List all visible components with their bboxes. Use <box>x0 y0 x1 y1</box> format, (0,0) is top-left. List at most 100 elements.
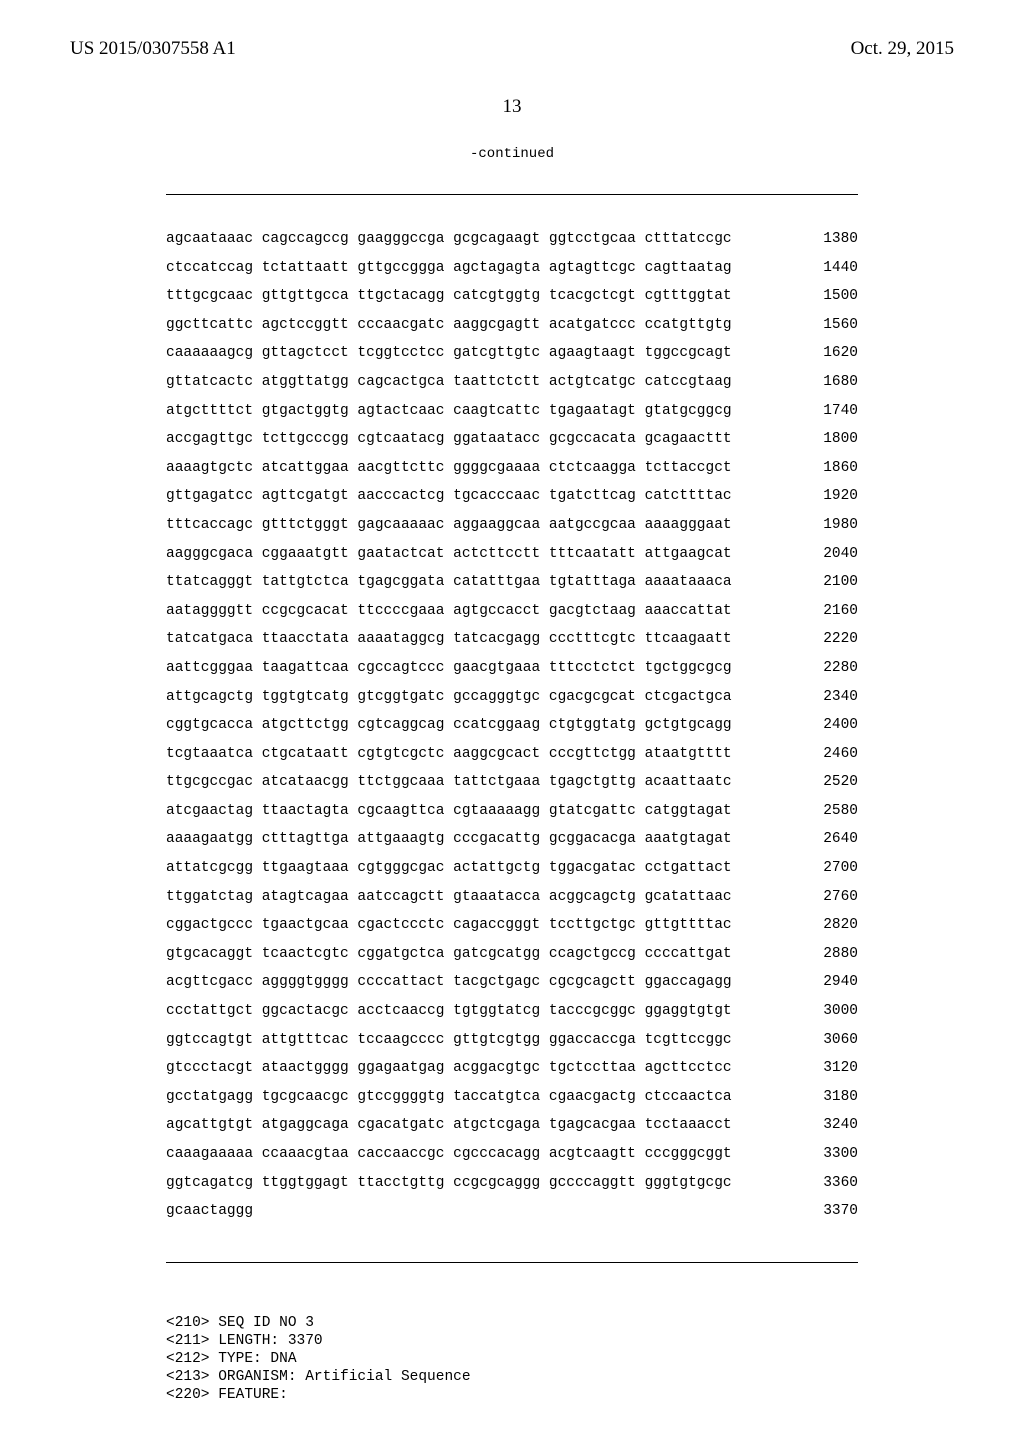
sequence-row: ggcttcattc agctccggtt cccaacgatc aaggcga… <box>166 318 858 333</box>
sequence-row: ttatcagggt tattgtctca tgagcggata catattt… <box>166 575 858 590</box>
sequence-position: 1680 <box>823 375 858 390</box>
sequence-row: agcattgtgt atgaggcaga cgacatgatc atgctcg… <box>166 1118 858 1133</box>
sequence-row: atgcttttct gtgactggtg agtactcaac caagtca… <box>166 404 858 419</box>
sequence-position: 2280 <box>823 661 858 676</box>
sequence-row: ccctattgct ggcactacgc acctcaaccg tgtggta… <box>166 1004 858 1019</box>
sequence-text: attgcagctg tggtgtcatg gtcggtgatc gccaggg… <box>166 690 732 705</box>
sequence-text: aattcgggaa taagattcaa cgccagtccc gaacgtg… <box>166 661 732 676</box>
sequence-text: atcgaactag ttaactagta cgcaagttca cgtaaaa… <box>166 804 732 819</box>
sequence-position: 2580 <box>823 804 858 819</box>
sequence-position: 3180 <box>823 1090 858 1105</box>
sequence-position: 1560 <box>823 318 858 333</box>
sequence-position: 1500 <box>823 289 858 304</box>
sequence-text: gcctatgagg tgcgcaacgc gtccggggtg taccatg… <box>166 1090 732 1105</box>
sequence-text: ccctattgct ggcactacgc acctcaaccg tgtggta… <box>166 1004 732 1019</box>
sequence-text: caaagaaaaa ccaaacgtaa caccaaccgc cgcccac… <box>166 1147 732 1162</box>
sequence-row: gttgagatcc agttcgatgt aacccactcg tgcaccc… <box>166 489 858 504</box>
sequence-text: ttggatctag atagtcagaa aatccagctt gtaaata… <box>166 890 732 905</box>
sequence-position: 1620 <box>823 346 858 361</box>
sequence-text: gttatcactc atggttatgg cagcactgca taattct… <box>166 375 732 390</box>
sequence-position: 1860 <box>823 461 858 476</box>
rule-bottom <box>166 1262 858 1263</box>
sequence-row: ggtcagatcg ttggtggagt ttacctgttg ccgcgca… <box>166 1176 858 1191</box>
sequence-position: 1920 <box>823 489 858 504</box>
sequence-position: 2160 <box>823 604 858 619</box>
sequence-row: caaagaaaaa ccaaacgtaa caccaaccgc cgcccac… <box>166 1147 858 1162</box>
sequence-listing: agcaataaac cagccagccg gaagggccga gcgcaga… <box>166 165 858 1433</box>
sequence-position: 3300 <box>823 1147 858 1162</box>
sequence-position: 2400 <box>823 718 858 733</box>
sequence-text: tcgtaaatca ctgcataatt cgtgtcgctc aaggcgc… <box>166 747 732 762</box>
sequence-text: ggtcagatcg ttggtggagt ttacctgttg ccgcgca… <box>166 1176 732 1191</box>
sequence-row: acgttcgacc aggggtgggg ccccattact tacgctg… <box>166 975 858 990</box>
publication-date: Oct. 29, 2015 <box>851 38 954 60</box>
sequence-position: 3000 <box>823 1004 858 1019</box>
continued-label: -continued <box>0 146 1024 162</box>
sequence-row: gtccctacgt ataactgggg ggagaatgag acggacg… <box>166 1061 858 1076</box>
sequence-text: gtgcacaggt tcaactcgtc cggatgctca gatcgca… <box>166 947 732 962</box>
sequence-text: agcattgtgt atgaggcaga cgacatgatc atgctcg… <box>166 1118 732 1133</box>
sequence-row: accgagttgc tcttgcccgg cgtcaatacg ggataat… <box>166 432 858 447</box>
sequence-text: tatcatgaca ttaacctata aaaataggcg tatcacg… <box>166 632 732 647</box>
sequence-text: atgcttttct gtgactggtg agtactcaac caagtca… <box>166 404 732 419</box>
sequence-row: ttgcgccgac atcataacgg ttctggcaaa tattctg… <box>166 775 858 790</box>
sequence-text: cggtgcacca atgcttctgg cgtcaggcag ccatcgg… <box>166 718 732 733</box>
sequence-text: ctccatccag tctattaatt gttgccggga agctaga… <box>166 261 732 276</box>
sequence-text: attatcgcgg ttgaagtaaa cgtgggcgac actattg… <box>166 861 732 876</box>
sequence-position: 2880 <box>823 947 858 962</box>
sequence-row: ttggatctag atagtcagaa aatccagctt gtaaata… <box>166 890 858 905</box>
sequence-row: aaaagaatgg ctttagttga attgaaagtg cccgaca… <box>166 832 858 847</box>
sequence-row: aaaagtgctc atcattggaa aacgttcttc ggggcga… <box>166 461 858 476</box>
sequence-position: 2100 <box>823 575 858 590</box>
sequence-row: aattcgggaa taagattcaa cgccagtccc gaacgtg… <box>166 661 858 676</box>
sequence-text: tttgcgcaac gttgttgcca ttgctacagg catcgtg… <box>166 289 732 304</box>
sequence-row: gcctatgagg tgcgcaacgc gtccggggtg taccatg… <box>166 1090 858 1105</box>
sequence-row: attgcagctg tggtgtcatg gtcggtgatc gccaggg… <box>166 690 858 705</box>
sequence-position: 3370 <box>823 1204 858 1219</box>
sequence-text: gtccctacgt ataactgggg ggagaatgag acggacg… <box>166 1061 732 1076</box>
sequence-row: tcgtaaatca ctgcataatt cgtgtcgctc aaggcgc… <box>166 747 858 762</box>
sequence-row: ggtccagtgt attgtttcac tccaagcccc gttgtcg… <box>166 1033 858 1048</box>
sequence-position: 2520 <box>823 775 858 790</box>
sequence-position: 1440 <box>823 261 858 276</box>
sequence-text: ttatcagggt tattgtctca tgagcggata catattt… <box>166 575 732 590</box>
sequence-position: 1380 <box>823 232 858 247</box>
page-number: 13 <box>0 96 1024 118</box>
sequence-text: ttgcgccgac atcataacgg ttctggcaaa tattctg… <box>166 775 732 790</box>
sequence-position: 2820 <box>823 918 858 933</box>
sequence-text: caaaaaagcg gttagctcct tcggtcctcc gatcgtt… <box>166 346 732 361</box>
sequence-text: gcaactaggg <box>166 1204 253 1219</box>
sequence-text: accgagttgc tcttgcccgg cgtcaatacg ggataat… <box>166 432 732 447</box>
sequence-row: gttatcactc atggttatgg cagcactgca taattct… <box>166 375 858 390</box>
sequence-text: aagggcgaca cggaaatgtt gaatactcat actcttc… <box>166 547 732 562</box>
sequence-row: attatcgcgg ttgaagtaaa cgtgggcgac actattg… <box>166 861 858 876</box>
sequence-text: aataggggtt ccgcgcacat ttccccgaaa agtgcca… <box>166 604 732 619</box>
sequence-position: 1740 <box>823 404 858 419</box>
sequence-text: acgttcgacc aggggtgggg ccccattact tacgctg… <box>166 975 732 990</box>
sequence-text: ggcttcattc agctccggtt cccaacgatc aaggcga… <box>166 318 732 333</box>
sequence-text: ggtccagtgt attgtttcac tccaagcccc gttgtcg… <box>166 1033 732 1048</box>
sequence-position: 2760 <box>823 890 858 905</box>
sequence-row: aataggggtt ccgcgcacat ttccccgaaa agtgcca… <box>166 604 858 619</box>
sequence-position: 2940 <box>823 975 858 990</box>
sequence-row: ctccatccag tctattaatt gttgccggga agctaga… <box>166 261 858 276</box>
sequence-position: 2700 <box>823 861 858 876</box>
sequence-row: aagggcgaca cggaaatgtt gaatactcat actcttc… <box>166 547 858 562</box>
sequence-row: cggtgcacca atgcttctgg cgtcaggcag ccatcgg… <box>166 718 858 733</box>
sequence-position: 2460 <box>823 747 858 762</box>
publication-number: US 2015/0307558 A1 <box>70 38 236 60</box>
sequence-position: 1800 <box>823 432 858 447</box>
sequence-row: cggactgccc tgaactgcaa cgactccctc cagaccg… <box>166 918 858 933</box>
sequence-text: agcaataaac cagccagccg gaagggccga gcgcaga… <box>166 232 732 247</box>
sequence-row: tatcatgaca ttaacctata aaaataggcg tatcacg… <box>166 632 858 647</box>
sequence-row: gtgcacaggt tcaactcgtc cggatgctca gatcgca… <box>166 947 858 962</box>
sequence-row: caaaaaagcg gttagctcct tcggtcctcc gatcgtt… <box>166 346 858 361</box>
sequence-row: atcgaactag ttaactagta cgcaagttca cgtaaaa… <box>166 804 858 819</box>
sequence-position: 3060 <box>823 1033 858 1048</box>
sequence-text: aaaagtgctc atcattggaa aacgttcttc ggggcga… <box>166 461 732 476</box>
rule-top <box>166 194 858 195</box>
sequence-text: cggactgccc tgaactgcaa cgactccctc cagaccg… <box>166 918 732 933</box>
sequence-position: 2040 <box>823 547 858 562</box>
sequence-position: 3240 <box>823 1118 858 1133</box>
sequence-text: tttcaccagc gtttctgggt gagcaaaaac aggaagg… <box>166 518 732 533</box>
